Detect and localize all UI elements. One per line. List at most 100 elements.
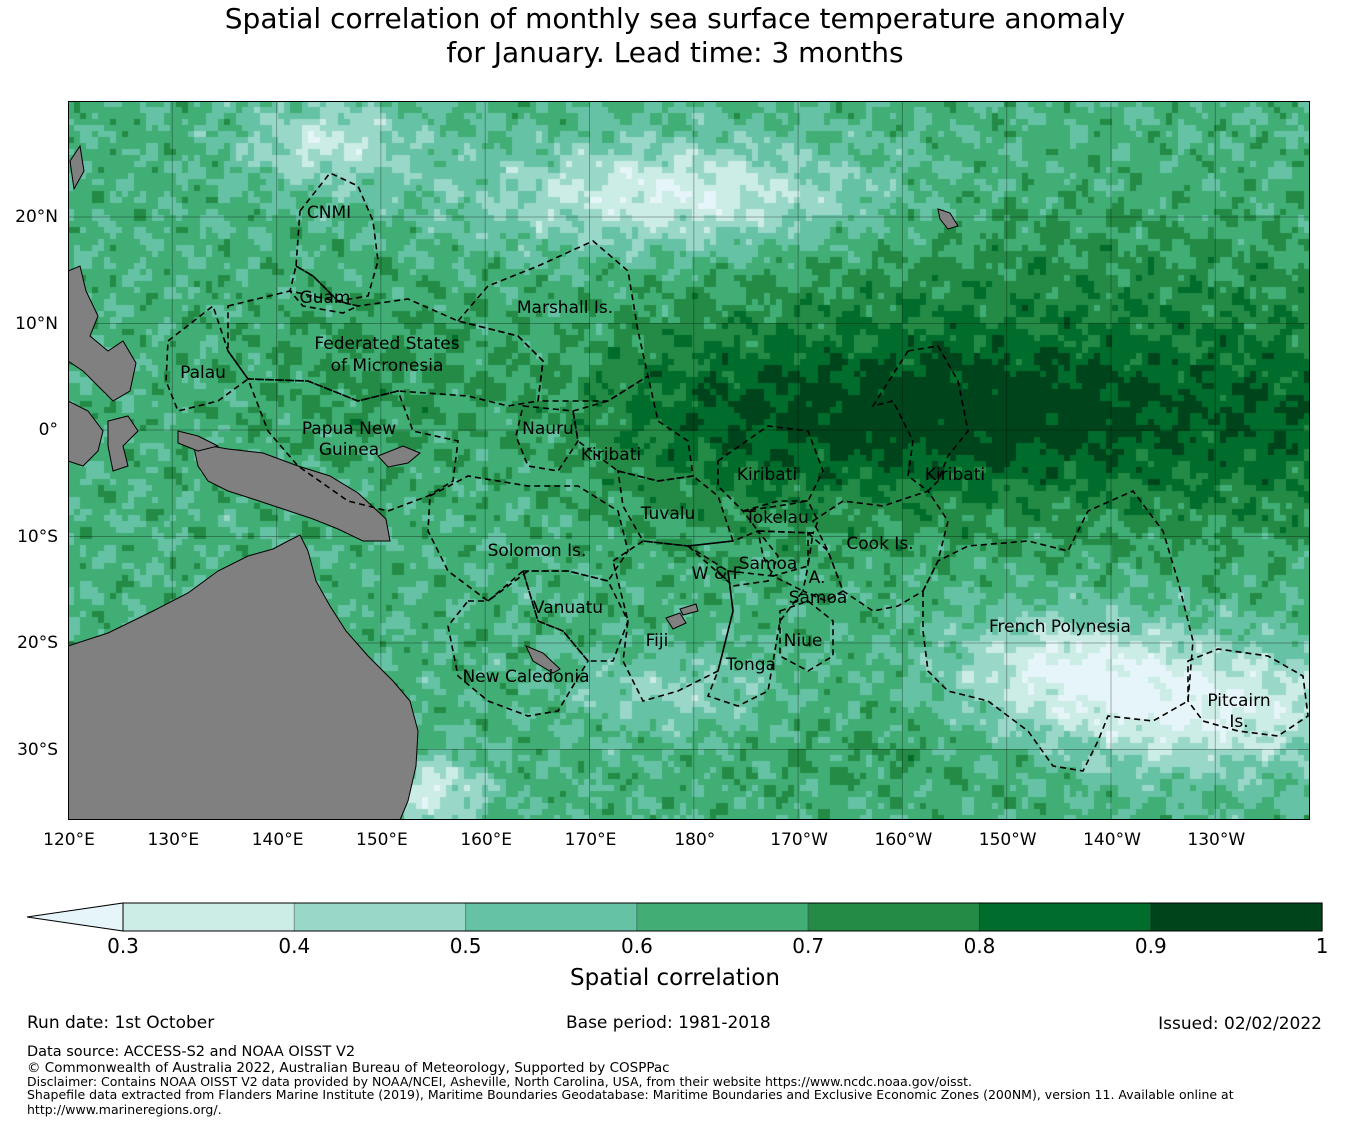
shapefile-credit: Shapefile data extracted from Flanders M… (27, 1087, 1234, 1102)
label-vanuatu: Vanuatu (533, 598, 603, 618)
label-cnmi: CNMI (307, 203, 351, 223)
lon-tick-label: 140°E (251, 830, 304, 850)
colorbar-tick-label: 0.3 (107, 934, 139, 958)
lon-tick-label: 150°E (356, 830, 408, 850)
label-american-samoa-1: A. (809, 568, 826, 588)
eez-guam (289, 264, 361, 314)
colorbar-tick-label: 0.6 (620, 934, 653, 958)
lon-tick-label: 160°E (460, 830, 513, 850)
borneo-sulawesi (68, 400, 220, 472)
colorbar-tick-label: 0.8 (963, 934, 996, 958)
colorbar-segment (807, 902, 981, 932)
colorbar-tick-label: 0.5 (449, 934, 482, 958)
label-fiji: Fiji (646, 631, 669, 651)
label-tonga: Tonga (725, 655, 776, 675)
lon-tick-label: 160°W (874, 830, 933, 850)
label-png-2: Guinea (319, 440, 379, 460)
label-kiribati-phoenix: Kiribati (737, 465, 797, 485)
label-kiribati-gilbert: Kiribati (581, 445, 641, 465)
eez-palau (165, 304, 250, 412)
fiji-islands (665, 603, 699, 630)
eez-kiribati-line (871, 345, 969, 493)
eez-cnmi (295, 172, 379, 302)
lon-tick-label: 180° (674, 830, 716, 850)
map-overlay: CNMI Guam Marshall Is. Federated States … (68, 101, 1310, 820)
title-line-2: for January. Lead time: 3 months (446, 36, 904, 69)
label-fsm-2: of Micronesia (331, 356, 444, 376)
region-labels: CNMI Guam Marshall Is. Federated States … (180, 203, 1271, 732)
eez-wallis-futuna (686, 530, 779, 587)
label-palau: Palau (180, 363, 226, 383)
label-nauru: Nauru (522, 419, 574, 439)
chart-title: Spatial correlation of monthly sea surfa… (0, 2, 1350, 70)
lat-tick-label: 10°N (15, 313, 58, 334)
colorbar-segment (465, 902, 638, 932)
philippines (68, 265, 137, 402)
lon-tick-label: 170°E (564, 830, 617, 850)
label-cook: Cook Is. (846, 534, 913, 554)
lon-tick-label: 120°E (43, 830, 95, 850)
label-solomon: Solomon Is. (488, 541, 587, 561)
taiwan (69, 144, 85, 191)
eez-kiribati-west (572, 374, 694, 482)
label-french-polynesia: French Polynesia (989, 617, 1131, 637)
eez-marshall (456, 240, 649, 402)
eez-kiribati-phoenix (717, 425, 824, 512)
base-period: Base period: 1981-2018 (566, 1013, 771, 1033)
new-caledonia (525, 645, 561, 674)
lat-tick-label: 20°S (17, 633, 58, 653)
eez-boundaries (165, 172, 1309, 772)
lat-tick-label: 10°S (17, 526, 58, 547)
eez-vanuatu (521, 570, 629, 662)
lat-tick-label: 20°N (15, 207, 58, 227)
label-pitcairn-2: Is. (1229, 712, 1248, 732)
eez-new-caledonia (447, 569, 589, 717)
label-samoa: Samoa (739, 554, 798, 574)
lon-tick-label: 150°W (978, 830, 1037, 850)
colorbar-tick-label: 0.9 (1134, 934, 1167, 958)
eez-samoa (757, 530, 814, 577)
colorbar-segment (979, 902, 1152, 932)
copyright: © Commonwealth of Australia 2022, Austra… (27, 1060, 670, 1076)
eez-solomon (427, 475, 629, 602)
new-britain (377, 445, 421, 468)
colorbar-label: Spatial correlation (570, 965, 780, 991)
label-new-caledonia: New Caledonia (462, 667, 589, 687)
colorbar (26, 902, 1323, 932)
run-date: Run date: 1st October (27, 1013, 215, 1033)
label-png-1: Papua New (302, 419, 396, 439)
lon-tick-label: 140°W (1083, 830, 1141, 850)
eez-fiji (612, 540, 734, 702)
lon-tick-label: 130°W (1187, 830, 1246, 850)
label-kiribati-line: Kiribati (925, 465, 985, 485)
colorbar-frame (122, 902, 1323, 932)
eez-tuvalu (617, 469, 735, 547)
colorbar-tick-label: 1 (1315, 934, 1329, 958)
disclaimer: Disclaimer: Contains NOAA OISST V2 data … (27, 1074, 972, 1089)
label-tuvalu: Tuvalu (640, 504, 696, 524)
colorbar-tick-label: 0.4 (278, 934, 311, 958)
label-marshall: Marshall Is. (517, 298, 613, 318)
label-pitcairn-1: Pitcairn (1207, 691, 1270, 711)
label-american-samoa-2: Samoa (789, 588, 848, 608)
eez-pitcairn (1187, 648, 1309, 737)
australia (68, 534, 419, 820)
papua-new-guinea (192, 442, 391, 542)
label-tokelau: Tokelau (744, 508, 809, 528)
hawaii (937, 208, 959, 230)
correlation-map: CNMI Guam Marshall Is. Federated States … (68, 101, 1310, 820)
eez-tonga (706, 570, 805, 707)
land (68, 144, 959, 820)
label-fsm-1: Federated States (314, 334, 459, 354)
map-frame (68, 101, 1310, 820)
shapefile-url: http://www.marineregions.org/. (27, 1102, 222, 1117)
lon-tick-label: 130°E (147, 830, 200, 850)
label-niue: Niue (784, 631, 823, 651)
eez-png (246, 378, 459, 512)
colorbar-segment (636, 902, 809, 932)
label-wallis-futuna: W & F (692, 564, 743, 584)
colorbar-tick-label: 0.7 (792, 934, 825, 958)
colorbar-under-extension (26, 902, 124, 932)
lat-tick-label: 0° (38, 420, 58, 440)
lat-tick-label: 30°S (17, 739, 58, 760)
